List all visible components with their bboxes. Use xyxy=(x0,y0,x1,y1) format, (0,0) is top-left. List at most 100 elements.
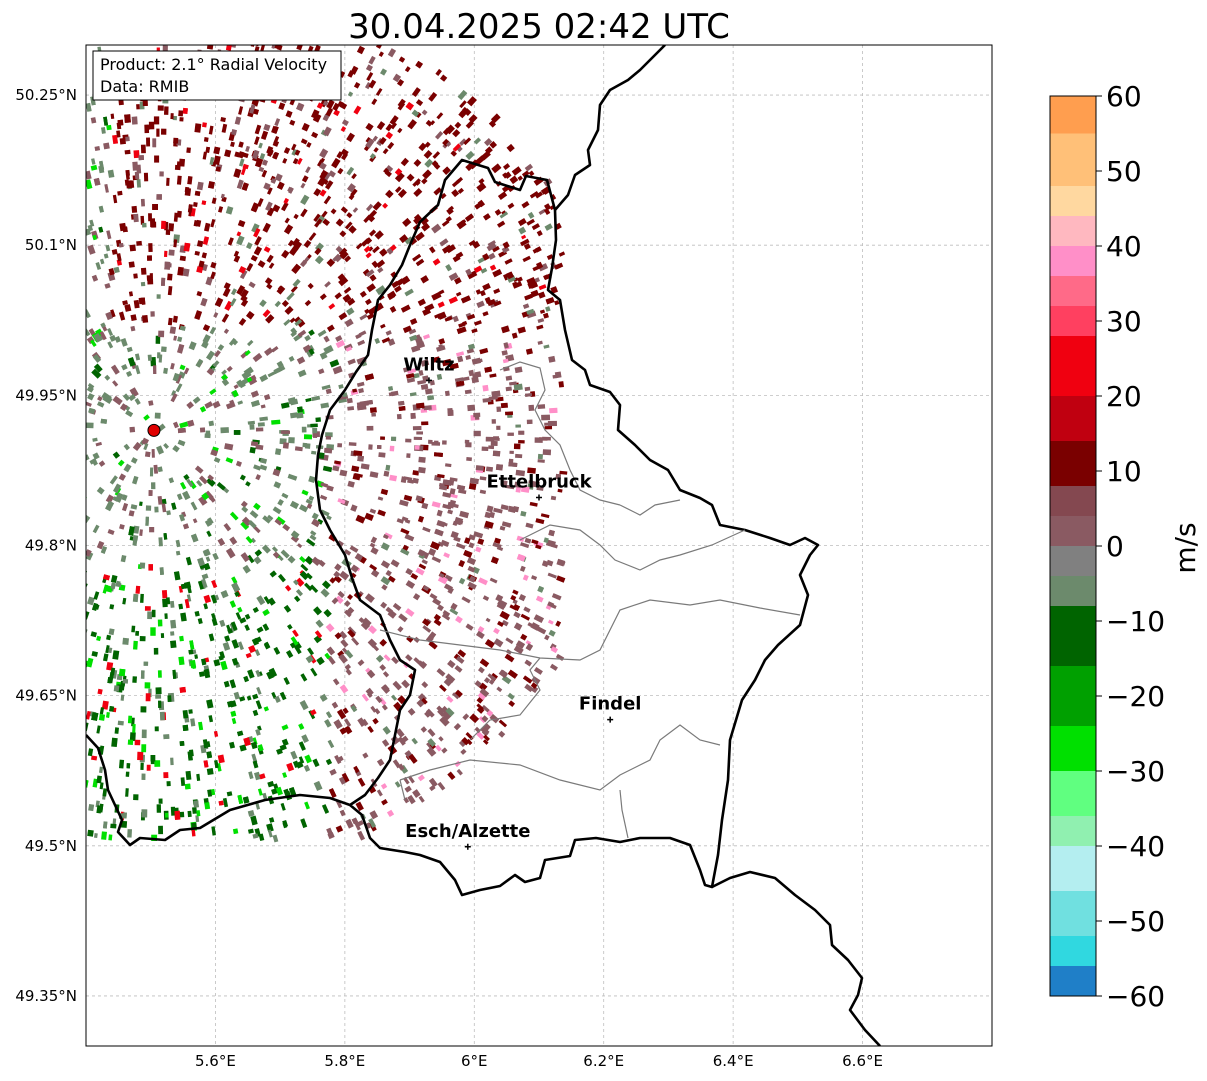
radar-pixel xyxy=(182,107,188,114)
radar-pixel xyxy=(515,640,526,649)
radar-pixel xyxy=(400,548,410,556)
radar-pixel xyxy=(175,550,181,556)
radar-pixel xyxy=(186,401,195,409)
radar-pixel xyxy=(394,168,403,176)
radar-pixel xyxy=(302,344,312,353)
radar-pixel xyxy=(309,534,317,541)
radar-pixel xyxy=(280,402,290,409)
radar-pixel xyxy=(211,579,218,589)
radar-pixel xyxy=(454,377,464,382)
radar-pixel xyxy=(248,520,257,529)
radar-pixel xyxy=(339,809,346,817)
radar-pixel xyxy=(250,255,258,262)
radar-pixel xyxy=(421,502,429,510)
radar-pixel xyxy=(436,373,443,380)
radar-pixel xyxy=(209,326,217,335)
radar-pixel xyxy=(293,644,302,655)
radar-pixel xyxy=(557,559,566,566)
colorbar-swatch xyxy=(1050,246,1096,277)
radar-pixel xyxy=(115,582,122,588)
radar-pixel xyxy=(104,282,111,289)
radar-pixel xyxy=(412,789,421,798)
radar-pixel xyxy=(427,395,435,401)
radar-pixel xyxy=(233,250,240,258)
radar-pixel xyxy=(522,574,529,581)
radar-pixel xyxy=(381,799,388,806)
radar-pixel xyxy=(344,663,352,671)
radar-pixel xyxy=(192,518,198,524)
radar-pixel xyxy=(446,141,452,147)
radar-pixel xyxy=(132,593,139,603)
radar-pixel xyxy=(282,442,289,449)
radar-pixel xyxy=(96,725,101,734)
radar-pixel xyxy=(231,389,239,398)
radar-pixel xyxy=(296,102,305,112)
radar-pixel xyxy=(201,252,207,259)
radar-pixel xyxy=(452,692,460,700)
radar-pixel xyxy=(293,213,299,220)
radar-pixel xyxy=(455,251,464,259)
radar-pixel xyxy=(486,505,494,513)
radar-pixel xyxy=(242,796,250,804)
radar-pixel xyxy=(232,339,239,346)
radar-pixel xyxy=(319,293,327,301)
radar-pixel xyxy=(326,99,335,110)
radar-pixel xyxy=(436,112,444,120)
radar-pixel xyxy=(345,346,353,352)
radar-pixel xyxy=(493,627,500,635)
radar-pixel xyxy=(122,812,127,819)
radar-pixel xyxy=(486,298,496,307)
radar-pixel xyxy=(179,364,186,371)
radar-pixel xyxy=(489,713,500,724)
radar-pixel xyxy=(256,626,264,633)
radar-pixel xyxy=(287,555,296,564)
radar-pixel xyxy=(442,503,452,510)
radar-pixel xyxy=(256,595,266,606)
place-label: Ettelbruck xyxy=(486,471,592,492)
radar-pixel xyxy=(261,544,271,554)
radar-pixel xyxy=(455,615,463,624)
radar-pixel xyxy=(502,358,509,364)
radar-pixel xyxy=(437,781,446,791)
radar-pixel xyxy=(289,119,296,126)
colorbar-swatch xyxy=(1050,891,1096,937)
radar-pixel xyxy=(531,685,539,694)
radar-pixel xyxy=(204,222,211,232)
radar-pixel xyxy=(465,150,475,160)
lat-tick-label: 49.95°N xyxy=(15,386,77,404)
radar-pixel xyxy=(415,258,425,267)
radar-pixel xyxy=(508,458,514,464)
radar-pixel xyxy=(224,635,231,642)
radar-pixel xyxy=(286,292,295,301)
colorbar-tick-label: 30 xyxy=(1106,305,1142,338)
radar-pixel xyxy=(350,188,358,197)
radar-pixel xyxy=(390,694,398,701)
radar-pixel xyxy=(189,640,195,650)
radar-pixel xyxy=(410,344,421,353)
radar-pixel xyxy=(436,473,445,479)
radar-pixel xyxy=(337,443,343,448)
radar-pixel xyxy=(531,481,540,488)
radar-pixel xyxy=(156,445,165,455)
radar-pixel xyxy=(469,477,479,485)
radar-pixel xyxy=(452,143,462,152)
radar-pixel xyxy=(451,189,460,198)
radar-pixel xyxy=(549,663,558,671)
radar-pixel xyxy=(540,186,551,195)
radar-pixel xyxy=(189,659,197,669)
radar-pixel xyxy=(350,504,358,512)
radar-pixel xyxy=(452,520,458,527)
radar-pixel xyxy=(119,524,125,530)
radar-pixel xyxy=(134,739,141,746)
radar-pixel xyxy=(316,656,325,666)
radar-pixel xyxy=(542,449,552,456)
radar-pixel xyxy=(344,318,354,328)
radar-pixel xyxy=(486,709,494,717)
radar-pixel xyxy=(198,671,205,678)
radar-pixel xyxy=(329,577,336,584)
radar-pixel xyxy=(417,298,426,307)
radar-pixel xyxy=(266,823,274,833)
radar-pixel xyxy=(437,604,444,612)
radar-pixel xyxy=(133,150,140,159)
radar-pixel xyxy=(403,494,413,502)
